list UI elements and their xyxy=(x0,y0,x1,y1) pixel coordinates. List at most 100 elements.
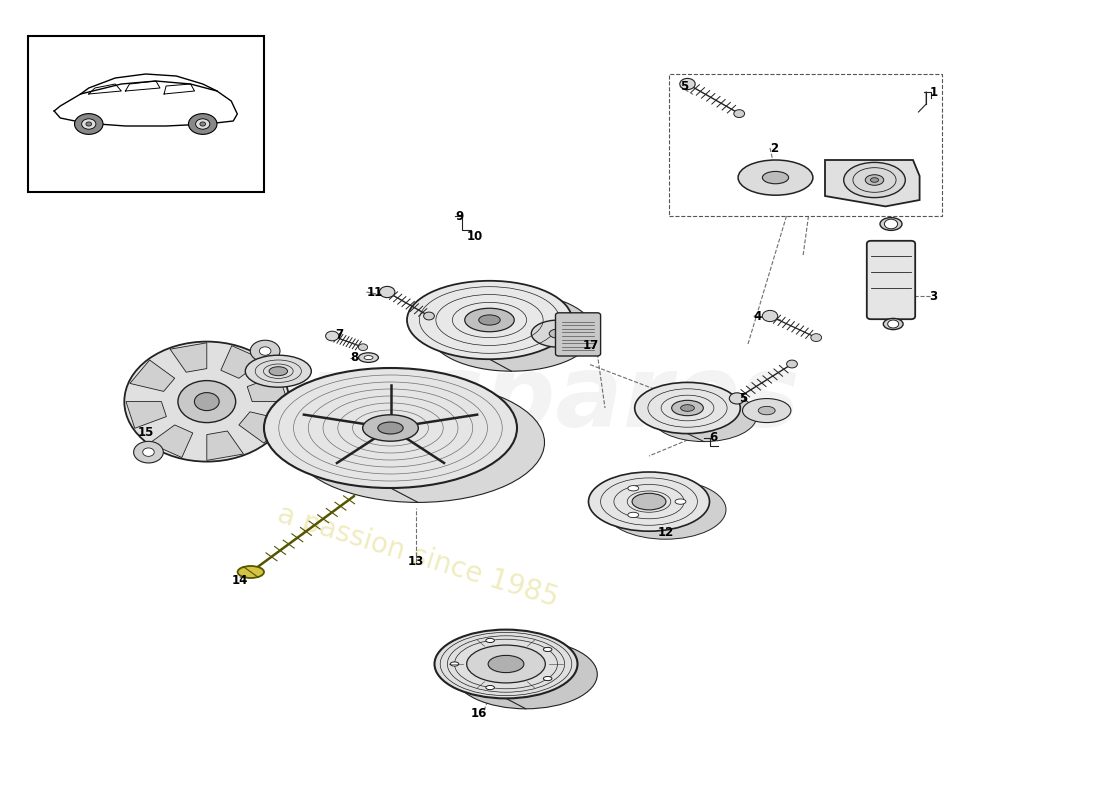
Text: 14: 14 xyxy=(232,574,248,586)
Circle shape xyxy=(188,114,217,134)
Ellipse shape xyxy=(466,645,546,683)
Ellipse shape xyxy=(486,686,494,690)
Text: 10: 10 xyxy=(468,230,483,242)
Text: 2: 2 xyxy=(770,142,778,154)
Ellipse shape xyxy=(742,398,791,422)
Ellipse shape xyxy=(531,320,586,347)
Ellipse shape xyxy=(605,480,726,539)
Ellipse shape xyxy=(488,655,524,673)
Text: 5: 5 xyxy=(739,392,748,405)
Ellipse shape xyxy=(880,218,902,230)
Ellipse shape xyxy=(245,355,311,387)
Circle shape xyxy=(359,344,367,350)
Polygon shape xyxy=(248,375,288,402)
Ellipse shape xyxy=(738,160,813,195)
Polygon shape xyxy=(54,81,238,126)
Ellipse shape xyxy=(762,171,789,184)
Polygon shape xyxy=(239,412,284,443)
Ellipse shape xyxy=(758,406,776,414)
Circle shape xyxy=(260,347,271,355)
Ellipse shape xyxy=(628,486,639,491)
Ellipse shape xyxy=(359,353,378,362)
Text: 4: 4 xyxy=(754,310,762,322)
Ellipse shape xyxy=(364,355,373,359)
Ellipse shape xyxy=(486,638,494,642)
Ellipse shape xyxy=(238,566,264,578)
Polygon shape xyxy=(207,431,243,461)
Ellipse shape xyxy=(883,318,903,330)
Circle shape xyxy=(680,78,695,90)
Circle shape xyxy=(251,340,280,362)
Ellipse shape xyxy=(270,366,287,376)
Polygon shape xyxy=(825,160,920,206)
Circle shape xyxy=(729,393,745,404)
Ellipse shape xyxy=(450,662,459,666)
Ellipse shape xyxy=(628,512,639,518)
Ellipse shape xyxy=(478,315,500,325)
Circle shape xyxy=(200,122,206,126)
Text: 12: 12 xyxy=(658,526,674,538)
Circle shape xyxy=(888,320,899,328)
Ellipse shape xyxy=(870,178,879,182)
FancyBboxPatch shape xyxy=(867,241,915,319)
Ellipse shape xyxy=(651,390,757,442)
Ellipse shape xyxy=(434,630,578,698)
Text: 1: 1 xyxy=(930,86,937,98)
Ellipse shape xyxy=(632,494,666,510)
Circle shape xyxy=(81,119,96,129)
Ellipse shape xyxy=(454,640,597,709)
Ellipse shape xyxy=(681,405,694,411)
FancyBboxPatch shape xyxy=(556,313,601,356)
Polygon shape xyxy=(125,402,166,428)
Text: 11: 11 xyxy=(366,286,383,298)
Bar xyxy=(669,74,942,216)
Text: 7: 7 xyxy=(336,328,343,341)
Circle shape xyxy=(75,114,103,134)
Circle shape xyxy=(786,360,798,368)
Text: 6: 6 xyxy=(710,431,717,444)
Polygon shape xyxy=(150,425,192,458)
Text: eurospares: eurospares xyxy=(167,351,801,449)
Ellipse shape xyxy=(464,308,515,332)
Circle shape xyxy=(734,110,745,118)
Text: 15: 15 xyxy=(138,426,154,438)
Ellipse shape xyxy=(407,281,572,359)
Polygon shape xyxy=(130,360,175,391)
Ellipse shape xyxy=(672,400,703,416)
Circle shape xyxy=(326,331,339,341)
Ellipse shape xyxy=(675,499,686,504)
Text: 16: 16 xyxy=(471,707,486,720)
Text: 8: 8 xyxy=(350,351,359,364)
Circle shape xyxy=(133,442,163,463)
Text: 9: 9 xyxy=(455,210,464,222)
Ellipse shape xyxy=(866,174,883,186)
Ellipse shape xyxy=(543,677,552,681)
Text: 5: 5 xyxy=(680,80,689,93)
Polygon shape xyxy=(221,346,264,378)
Text: 13: 13 xyxy=(408,555,424,568)
Circle shape xyxy=(195,393,219,410)
Ellipse shape xyxy=(429,293,594,371)
Circle shape xyxy=(86,122,91,126)
Ellipse shape xyxy=(635,382,740,434)
Polygon shape xyxy=(170,342,207,372)
Circle shape xyxy=(196,119,210,129)
Ellipse shape xyxy=(844,162,905,198)
Circle shape xyxy=(884,219,898,229)
Text: 3: 3 xyxy=(930,290,937,302)
Circle shape xyxy=(811,334,822,342)
Circle shape xyxy=(762,310,778,322)
Ellipse shape xyxy=(588,472,710,531)
Circle shape xyxy=(143,448,154,456)
Ellipse shape xyxy=(264,368,517,488)
Bar xyxy=(28,36,264,192)
Circle shape xyxy=(124,342,289,462)
Ellipse shape xyxy=(363,414,418,442)
Text: 17: 17 xyxy=(583,339,600,352)
Text: a passion since 1985: a passion since 1985 xyxy=(274,500,562,612)
Ellipse shape xyxy=(543,647,552,651)
Ellipse shape xyxy=(292,382,544,502)
Circle shape xyxy=(424,312,434,320)
Ellipse shape xyxy=(549,329,569,338)
Circle shape xyxy=(178,381,235,422)
